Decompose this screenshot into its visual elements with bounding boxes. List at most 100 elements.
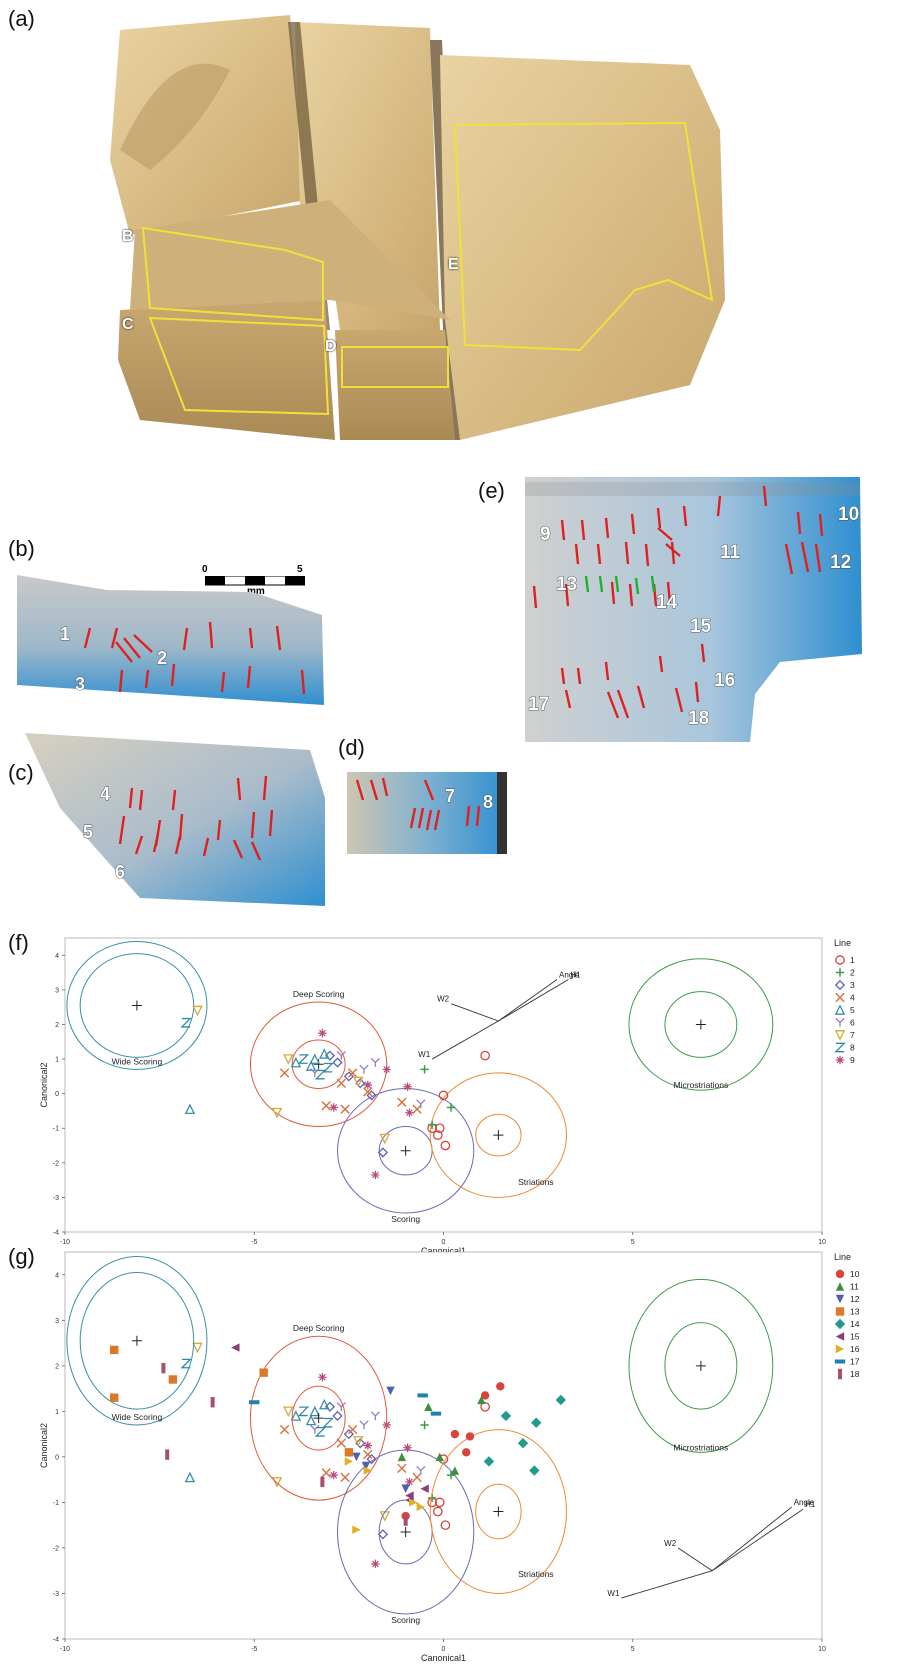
chart-f-legend-marker <box>834 1004 846 1015</box>
chart-f-biplot-label: Angle <box>559 971 580 980</box>
chart-f-group-label: Deep Scoring <box>293 989 345 999</box>
chart-g-background-point <box>329 1470 338 1480</box>
chart-g-background-point <box>416 1465 426 1475</box>
chart-f-group-inner-circle <box>664 991 738 1058</box>
chart-g-legend-marker <box>835 1307 845 1316</box>
chart-g-background-point <box>336 1438 346 1448</box>
chart-g-background-point <box>440 1520 451 1531</box>
chart-g-background-point <box>347 1424 358 1435</box>
chart-g-background-point <box>184 1471 196 1483</box>
chart-g-group-inner-circle <box>664 1322 738 1410</box>
chart-g-group-outer-circle <box>66 1256 208 1426</box>
scan-panel-e: 9 10 11 12 13 14 15 16 17 18 <box>525 477 862 742</box>
chart-f-data-point-line-5 <box>290 1056 302 1068</box>
chart-f-legend-marker <box>835 992 845 1003</box>
chart-f-data-point-line-7 <box>192 1005 203 1017</box>
chart-g-legend-label: 18 <box>850 1369 860 1379</box>
chart-g-data-point-line-14 <box>500 1410 512 1422</box>
chart-f-xtick-label: 10 <box>818 1239 826 1246</box>
chart-g-background-point <box>432 1506 443 1517</box>
panel-label-f: (f) <box>8 930 29 955</box>
line-label-14: 14 <box>656 592 678 613</box>
line-label-8: 8 <box>483 792 493 812</box>
discriminant-plot-g: -10 -5 0 5 1043210-1-2-3-4Canonical1Canonica… <box>39 1251 860 1663</box>
chart-g-legend-marker <box>835 1332 845 1341</box>
chart-f-data-point-line-8 <box>322 1062 334 1073</box>
chart-f-data-point-line-7 <box>379 1133 391 1145</box>
region-label-b: B <box>122 228 134 245</box>
panel-label-d: (d) <box>338 735 365 760</box>
chart-g-legend-marker <box>835 1294 845 1304</box>
chart-g-data-point-line-10 <box>465 1432 475 1441</box>
chart-g-background-point <box>377 1529 389 1540</box>
chart-g-background-point <box>434 1497 445 1508</box>
chart-g-background-point <box>363 1441 372 1450</box>
chart-f-data-point-line-8 <box>180 1017 192 1028</box>
chart-g-legend-label: 10 <box>850 1269 860 1279</box>
chart-f-ytick-label: 3 <box>55 987 59 994</box>
panel-label-e: (e) <box>478 478 505 503</box>
scale-bar-unit: mm <box>247 586 265 597</box>
chart-f-data-point-line-9 <box>371 1170 380 1180</box>
chart-g-legend-marker <box>838 1368 842 1380</box>
chart-f-group-label: Scoring <box>391 1214 420 1224</box>
chart-f-data-point-line-2 <box>420 1065 429 1074</box>
chart-f-legend-marker <box>835 968 845 977</box>
chart-g-data-point-line-10 <box>450 1429 460 1439</box>
chart-g-data-point-line-18 <box>320 1476 325 1488</box>
chart-f-data-point-line-5 <box>309 1053 321 1064</box>
chart-g-biplot-label: Angle <box>794 1498 815 1507</box>
chart-g-background-point <box>446 1470 456 1480</box>
chart-g-data-point-line-12 <box>386 1386 395 1396</box>
chart-f-group-label: Wide Scoring <box>112 1056 163 1066</box>
chart-f-data-point-line-6 <box>336 1050 346 1060</box>
chart-g-background-point <box>405 1477 414 1487</box>
chart-f-xtick-label: -10 <box>60 1239 70 1246</box>
chart-f-legend-marker <box>834 1030 846 1041</box>
chart-g-background-point <box>397 1463 407 1473</box>
chart-g-background-point <box>314 1426 327 1437</box>
chart-f-data-point-line-4 <box>279 1068 290 1078</box>
chart-f-data-point-line-8 <box>314 1069 327 1080</box>
chart-g-data-point-line-11 <box>450 1466 460 1475</box>
stone-block-right <box>440 55 725 440</box>
chart-f-ytick-label: -4 <box>53 1230 59 1237</box>
chart-f-data-point-line-1 <box>432 1130 443 1141</box>
chart-g-data-point-line-14 <box>517 1438 529 1449</box>
chart-f-data-point-line-9 <box>318 1028 327 1038</box>
chart-f-group-centroid <box>695 1019 706 1030</box>
chart-g-group-label: Microstriations <box>673 1442 728 1452</box>
chart-g-xtick-label: 0 <box>442 1646 446 1653</box>
chart-g-background-point <box>309 1405 321 1417</box>
chart-g-data-point-line-16 <box>344 1457 354 1466</box>
chart-f-data-point-line-2 <box>446 1103 456 1112</box>
chart-g-xtick-label: 10 <box>818 1646 826 1653</box>
chart-g-ytick-label: 2 <box>55 1363 59 1370</box>
scoring-marks-c <box>118 775 274 861</box>
line-label-9: 9 <box>540 524 551 545</box>
chart-f-data-point-line-5 <box>305 1060 317 1071</box>
scoring-marks-e <box>532 485 824 719</box>
chart-g-background-point <box>340 1472 350 1483</box>
chart-g-data-point-line-16 <box>363 1466 372 1475</box>
chart-g-background-point <box>332 1410 343 1422</box>
chart-g-group-centroid <box>400 1527 411 1538</box>
chart-g-group-outer-circle <box>337 1449 475 1615</box>
chart-f-plot-frame <box>64 937 823 1233</box>
chart-g-group-outer-circle <box>628 1278 774 1453</box>
microstriation-marks-e <box>584 575 656 595</box>
chart-f-biplot-ray <box>498 979 558 1022</box>
chart-f-biplot-ray <box>498 979 569 1022</box>
chart-f-data-point-line-9 <box>405 1108 414 1117</box>
chart-g-background-point <box>427 1493 437 1503</box>
chart-f-data-point-line-7 <box>271 1107 283 1119</box>
chart-f-data-point-line-3 <box>343 1071 354 1082</box>
chart-g-background-point <box>480 1401 490 1412</box>
chart-f-data-point-line-3 <box>355 1078 366 1089</box>
chart-f-data-point-line-1 <box>440 1140 451 1151</box>
chart-g-data-point-line-10 <box>480 1391 490 1400</box>
chart-f-data-point-line-4 <box>397 1097 407 1107</box>
chart-g-background-point <box>336 1402 346 1411</box>
chart-f-data-point-line-1 <box>480 1050 490 1061</box>
chart-g-background-point <box>321 1468 331 1478</box>
